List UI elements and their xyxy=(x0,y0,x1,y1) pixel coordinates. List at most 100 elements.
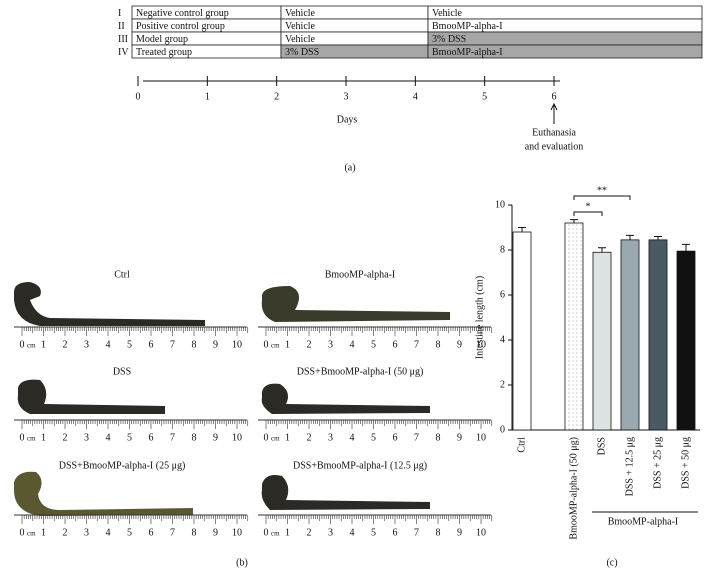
y-tick-label: 8 xyxy=(500,244,505,255)
y-tick-label: 2 xyxy=(500,379,505,390)
ruler-label: 2 xyxy=(63,432,68,443)
annotation: Euthanasia xyxy=(532,127,576,138)
ruler-label: 6 xyxy=(393,432,398,443)
ruler-unit: cm xyxy=(27,530,36,538)
ruler-label: 2 xyxy=(63,339,68,350)
ruler-label: 0 xyxy=(264,432,269,443)
tick-label: 5 xyxy=(482,91,487,102)
ruler-label: 8 xyxy=(192,432,197,443)
x-tick-label: DSS + 12.5 μg xyxy=(624,437,635,496)
cell-text: 3% DSS xyxy=(285,47,319,58)
ruler-label: 1 xyxy=(41,339,46,350)
ruler-label: 2 xyxy=(307,339,312,350)
ruler-unit: cm xyxy=(271,342,280,350)
ruler-label: 9 xyxy=(213,432,218,443)
row-numeral: III xyxy=(118,34,128,45)
ruler-label: 0 xyxy=(20,339,25,350)
bar xyxy=(592,251,612,431)
ruler-label: 5 xyxy=(371,432,376,443)
ruler-label: 2 xyxy=(63,527,68,538)
ruler-label: 10 xyxy=(476,527,486,538)
ruler-label: 9 xyxy=(457,432,462,443)
ruler-label: 8 xyxy=(192,527,197,538)
ruler-label: 9 xyxy=(213,527,218,538)
panel-label: (a) xyxy=(344,162,355,173)
ruler-label: 7 xyxy=(414,527,419,538)
ruler-unit: cm xyxy=(271,530,280,538)
ruler-label: 6 xyxy=(393,527,398,538)
error-bar xyxy=(570,219,578,223)
ruler-label: 9 xyxy=(213,339,218,350)
intestine xyxy=(261,383,430,414)
ruler-label: 0 xyxy=(20,432,25,443)
ruler-label: 10 xyxy=(232,432,242,443)
cell-text: BmooMP-alpha-I xyxy=(432,21,503,32)
panel-label: (c) xyxy=(606,557,617,568)
error-bar xyxy=(518,227,526,232)
tick-label: 2 xyxy=(274,91,279,102)
significance-bracket xyxy=(573,195,631,200)
intestine xyxy=(14,471,193,516)
ruler-unit: cm xyxy=(27,435,36,443)
y-axis-label: Intestine length (cm) xyxy=(474,276,485,359)
ruler-label: 4 xyxy=(350,432,355,443)
ruler-label: 3 xyxy=(328,339,333,350)
ruler-label: 2 xyxy=(307,432,312,443)
cell-text: Model group xyxy=(136,34,188,45)
ruler-label: 1 xyxy=(285,527,290,538)
significance-bracket xyxy=(573,211,603,216)
ruler-label: 3 xyxy=(84,339,89,350)
intestine xyxy=(14,282,205,326)
cell-text: Vehicle xyxy=(285,34,316,45)
ruler-label: 8 xyxy=(192,339,197,350)
table-cell xyxy=(427,5,703,20)
error-bar xyxy=(626,234,634,240)
photo-label: BmooMP-alpha-I xyxy=(325,269,396,280)
table-cell xyxy=(427,31,703,46)
ruler-label: 10 xyxy=(476,432,486,443)
ruler-label: 4 xyxy=(106,339,111,350)
bar-pattern xyxy=(565,223,583,430)
ruler-label: 8 xyxy=(436,527,441,538)
ruler-label: 3 xyxy=(84,527,89,538)
significance-mark: * xyxy=(586,201,591,212)
ruler-label: 5 xyxy=(127,527,132,538)
ruler-label: 3 xyxy=(84,432,89,443)
group-label: BmooMP-alpha-I xyxy=(608,516,679,527)
cell-text: Vehicle xyxy=(432,8,463,19)
y-tick-label: 6 xyxy=(500,289,505,300)
significance-mark: ** xyxy=(597,185,607,196)
tick-label: 4 xyxy=(413,91,418,102)
ruler-label: 0 xyxy=(264,339,269,350)
tick-label: 6 xyxy=(552,91,557,102)
ruler-label: 1 xyxy=(41,432,46,443)
arrowhead xyxy=(550,102,558,111)
ruler-label: 0 xyxy=(20,527,25,538)
ruler-label: 3 xyxy=(328,432,333,443)
intestine xyxy=(261,286,450,322)
ruler-label: 5 xyxy=(371,527,376,538)
bar xyxy=(676,250,696,431)
x-tick-label: Ctrl xyxy=(516,437,527,453)
error-bar xyxy=(682,243,690,252)
error-bar xyxy=(654,236,662,240)
ruler-label: 7 xyxy=(170,432,175,443)
cell-text: 3% DSS xyxy=(432,34,466,45)
ruler-label: 7 xyxy=(170,527,175,538)
ruler-label: 4 xyxy=(350,527,355,538)
tick-label: 1 xyxy=(205,91,210,102)
ruler-label: 6 xyxy=(149,432,154,443)
ruler-label: 5 xyxy=(371,339,376,350)
cell-text: Vehicle xyxy=(285,8,316,19)
cell-text: Vehicle xyxy=(285,21,316,32)
photo-label: DSS+BmooMP-alpha-I (25 μg) xyxy=(59,460,186,471)
intestine xyxy=(17,379,165,414)
y-tick-label: 10 xyxy=(495,199,505,210)
ruler-label: 5 xyxy=(127,339,132,350)
x-tick-label: DSS + 50 μg xyxy=(680,437,691,489)
ruler-label: 7 xyxy=(414,339,419,350)
x-tick-label: BmooMP-alpha-I (50 μg) xyxy=(568,437,579,540)
photo-label: DSS+BmooMP-alpha-I (12.5 μg) xyxy=(293,460,427,471)
ruler-label: 1 xyxy=(41,527,46,538)
